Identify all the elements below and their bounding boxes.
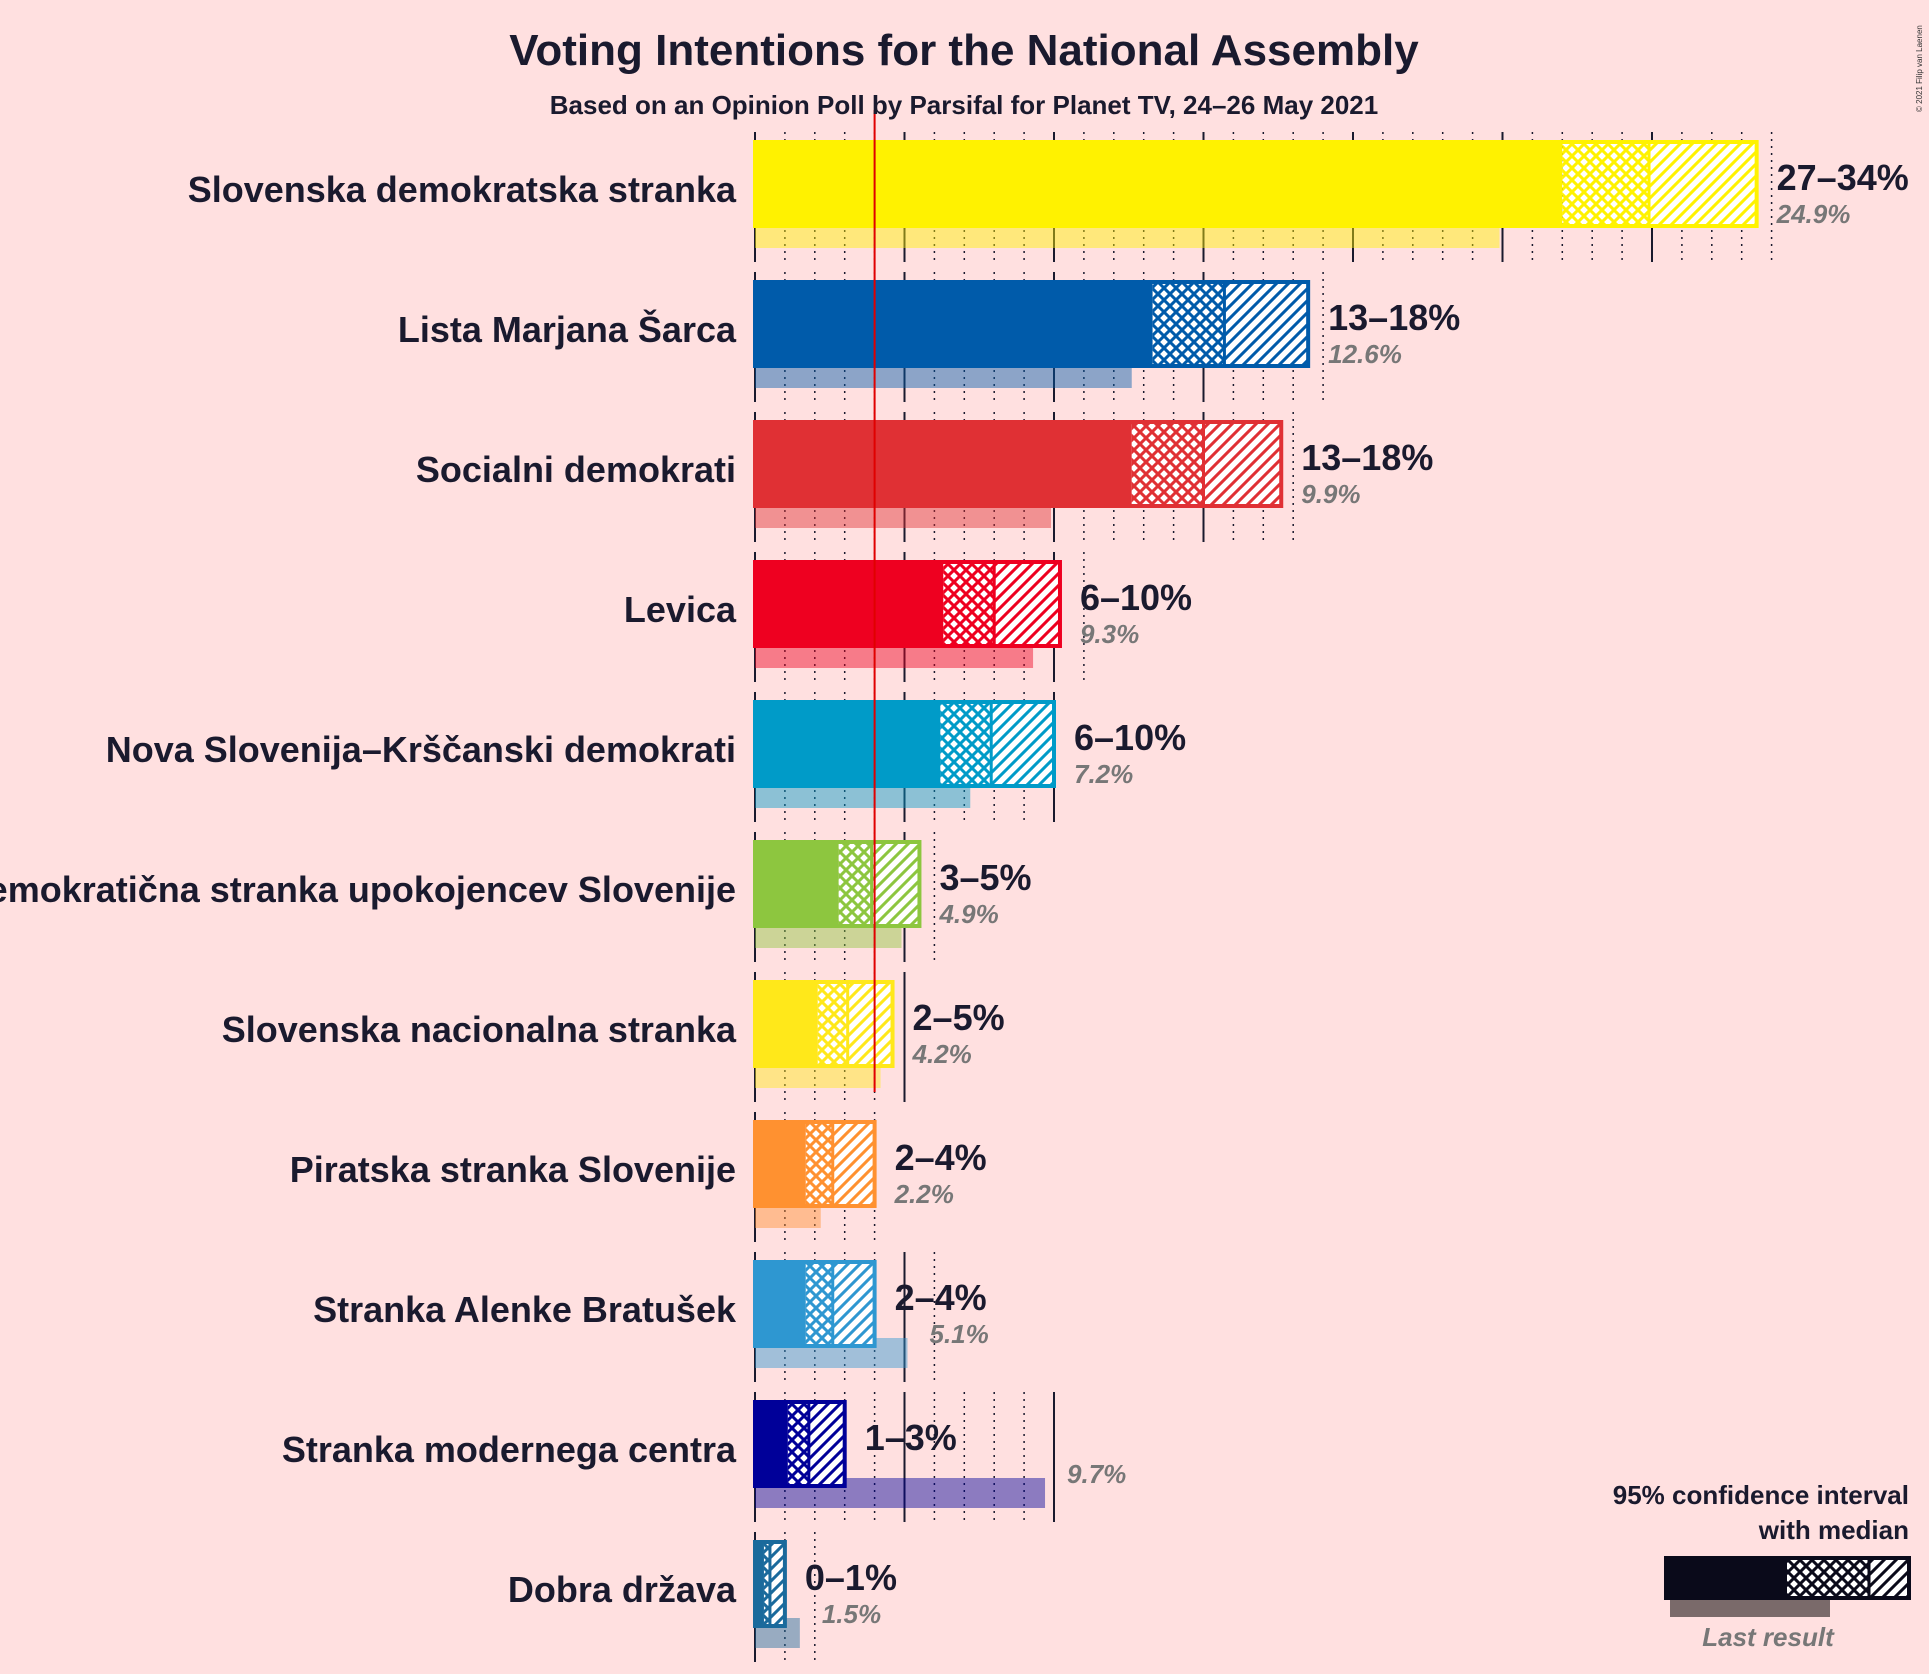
- last-result-label: 24.9%: [1776, 199, 1851, 229]
- bar-outline: [753, 1260, 877, 1348]
- bar-outline: [753, 140, 1759, 228]
- range-label: 13–18%: [1301, 437, 1433, 478]
- last-result-label: 2.2%: [894, 1179, 954, 1209]
- party-label: Stranka modernega centra: [282, 1429, 737, 1470]
- bar-outline: [753, 1120, 877, 1208]
- range-label: 2–5%: [913, 997, 1005, 1038]
- bar-outline: [753, 980, 895, 1068]
- range-label: 0–1%: [805, 1557, 897, 1598]
- range-label: 27–34%: [1777, 157, 1909, 198]
- bar-solid: [755, 282, 1153, 366]
- range-label: 1–3%: [865, 1417, 957, 1458]
- legend-outline: [1664, 1556, 1911, 1600]
- bar-ci-lower: [1152, 282, 1225, 366]
- party-label: Levica: [624, 589, 737, 630]
- bar-outline: [753, 420, 1284, 508]
- range-label: 6–10%: [1080, 577, 1192, 618]
- legend-last-result: Last result: [1702, 1622, 1835, 1652]
- bar-solid: [755, 842, 839, 926]
- bar-ci-upper: [1224, 282, 1309, 366]
- bar-ci-upper: [847, 982, 893, 1066]
- chart-subtitle: Based on an Opinion Poll by Parsifal for…: [550, 90, 1378, 120]
- bar-ci-lower: [787, 1402, 809, 1486]
- bar-ci-upper: [808, 1402, 845, 1486]
- party-label: Slovenska nacionalna stranka: [222, 1009, 737, 1050]
- bar-solid: [755, 422, 1132, 506]
- party-label: Lista Marjana Šarca: [398, 308, 737, 350]
- bar-outline: [753, 840, 922, 928]
- legend-diagonal: [1869, 1558, 1909, 1598]
- bar-ci-upper: [769, 1542, 785, 1626]
- range-label: 2–4%: [895, 1277, 987, 1318]
- bar-outline: [753, 280, 1311, 368]
- bar-ci-upper: [1649, 142, 1757, 226]
- bar-ci-lower: [763, 1542, 770, 1626]
- copyright: © 2021 Filip van Laenen: [1915, 25, 1924, 112]
- bar-solid: [755, 1402, 788, 1486]
- bar-ci-lower: [838, 842, 872, 926]
- bar-ci-lower: [1131, 422, 1204, 506]
- bar-solid: [755, 1262, 806, 1346]
- last-result-label: 7.2%: [1074, 759, 1133, 789]
- party-label: Dobra država: [508, 1569, 737, 1610]
- range-label: 6–10%: [1074, 717, 1186, 758]
- labels: Slovenska demokratska stranka 27–34%24.9%…: [0, 157, 1909, 1629]
- party-label: Nova Slovenija–Krščanski demokrati: [106, 729, 736, 770]
- bar-ci-lower: [805, 1122, 833, 1206]
- bar-ci-upper: [832, 1122, 875, 1206]
- last-result-label: 1.5%: [822, 1599, 881, 1629]
- legend-last-bar: [1670, 1598, 1830, 1617]
- bar-ci-lower: [943, 562, 995, 646]
- party-label: Slovenska demokratska stranka: [188, 169, 737, 210]
- bar-ci-lower: [817, 982, 848, 1066]
- legend-line2: with median: [1758, 1515, 1909, 1545]
- last-result-label: 12.6%: [1328, 339, 1402, 369]
- chart-title: Voting Intentions for the National Assem…: [509, 26, 1419, 75]
- last-result-label: 9.7%: [1067, 1459, 1126, 1489]
- bar-ci-lower: [940, 702, 992, 786]
- bar-solid: [755, 982, 818, 1066]
- bar-ci-upper: [994, 562, 1060, 646]
- bar-solid: [755, 142, 1563, 226]
- party-label: Demokratična stranka upokojencev Sloveni…: [0, 869, 736, 910]
- party-label: Stranka Alenke Bratušek: [313, 1289, 737, 1330]
- range-label: 3–5%: [939, 857, 1031, 898]
- bar-ci-upper: [991, 702, 1054, 786]
- bar-ci-upper: [1203, 422, 1282, 506]
- last-result-label: 5.1%: [929, 1319, 988, 1349]
- bar-ci-upper: [832, 1262, 875, 1346]
- range-label: 13–18%: [1328, 297, 1460, 338]
- legend-solid: [1666, 1558, 1787, 1598]
- bar-outline: [753, 700, 1056, 788]
- legend-line1: 95% confidence interval: [1613, 1480, 1909, 1510]
- party-label: Socialni demokrati: [416, 449, 736, 490]
- bar-ci-upper: [871, 842, 920, 926]
- bar-ci-lower: [805, 1262, 833, 1346]
- bar-ci-lower: [1562, 142, 1650, 226]
- bar-outline: [753, 1400, 847, 1488]
- legend: 95% confidence interval with median Last…: [1613, 1480, 1911, 1652]
- last-result-label: 4.9%: [938, 899, 998, 929]
- party-label: Piratska stranka Slovenije: [290, 1149, 736, 1190]
- bar-solid: [755, 1542, 764, 1626]
- range-label: 2–4%: [895, 1137, 987, 1178]
- last-result-label: 9.9%: [1301, 479, 1360, 509]
- bar-solid: [755, 562, 944, 646]
- bars: [753, 110, 1759, 1648]
- last-result-label: 9.3%: [1080, 619, 1139, 649]
- bar-outline: [753, 560, 1062, 648]
- last-result-label: 4.2%: [912, 1039, 972, 1069]
- legend-crosshatch: [1787, 1558, 1869, 1598]
- bar-solid: [755, 702, 941, 786]
- bar-solid: [755, 1122, 806, 1206]
